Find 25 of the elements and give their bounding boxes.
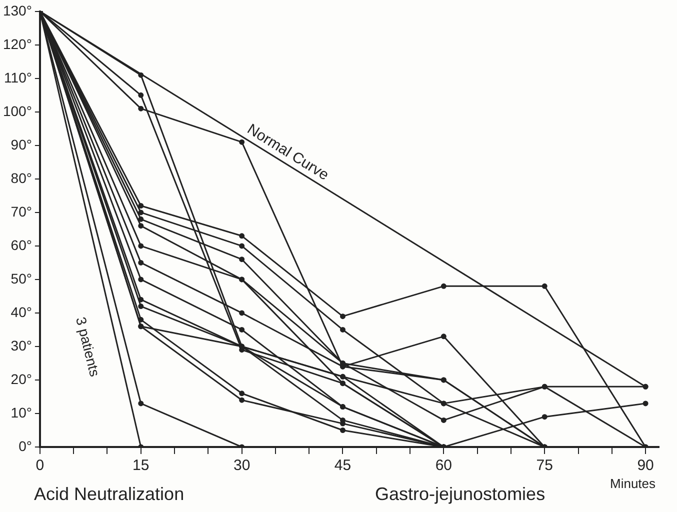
x-tick-label: 15 [132, 457, 150, 474]
text: Gastro-jejunostomies [375, 484, 546, 505]
y-tick-label: 60° [10, 236, 32, 253]
x-axis-title: Minutes [610, 476, 656, 491]
y-tick-label: 110° [4, 69, 32, 86]
y-tick-label: 0° [18, 438, 32, 454]
y-tick-label: 130° [2, 2, 32, 18]
y-tick-label: 100° [2, 102, 32, 119]
x-tick-label: 0 [36, 457, 44, 474]
annotation: 3 patients [72, 315, 104, 378]
y-tick-label: 10° [10, 404, 32, 420]
y-tick-label: 120° [2, 36, 32, 52]
y-tick-label: 50° [10, 270, 32, 286]
y-tick-label: 30° [10, 337, 32, 354]
y-tick-label: 90° [10, 136, 32, 152]
x-tick-label: 75 [536, 457, 553, 474]
x-tick-label: 45 [334, 457, 352, 474]
y-tick-label: 70° [10, 203, 32, 220]
x-tick-label: 90 [637, 457, 654, 474]
y-tick-label: 40° [10, 304, 32, 320]
x-tick-label: 60 [435, 457, 452, 474]
x-tick-label: 30 [233, 457, 250, 474]
text: Acid Neutralization [34, 484, 184, 505]
y-tick-label: 20° [10, 370, 32, 387]
y-tick-label: 80° [10, 170, 32, 186]
